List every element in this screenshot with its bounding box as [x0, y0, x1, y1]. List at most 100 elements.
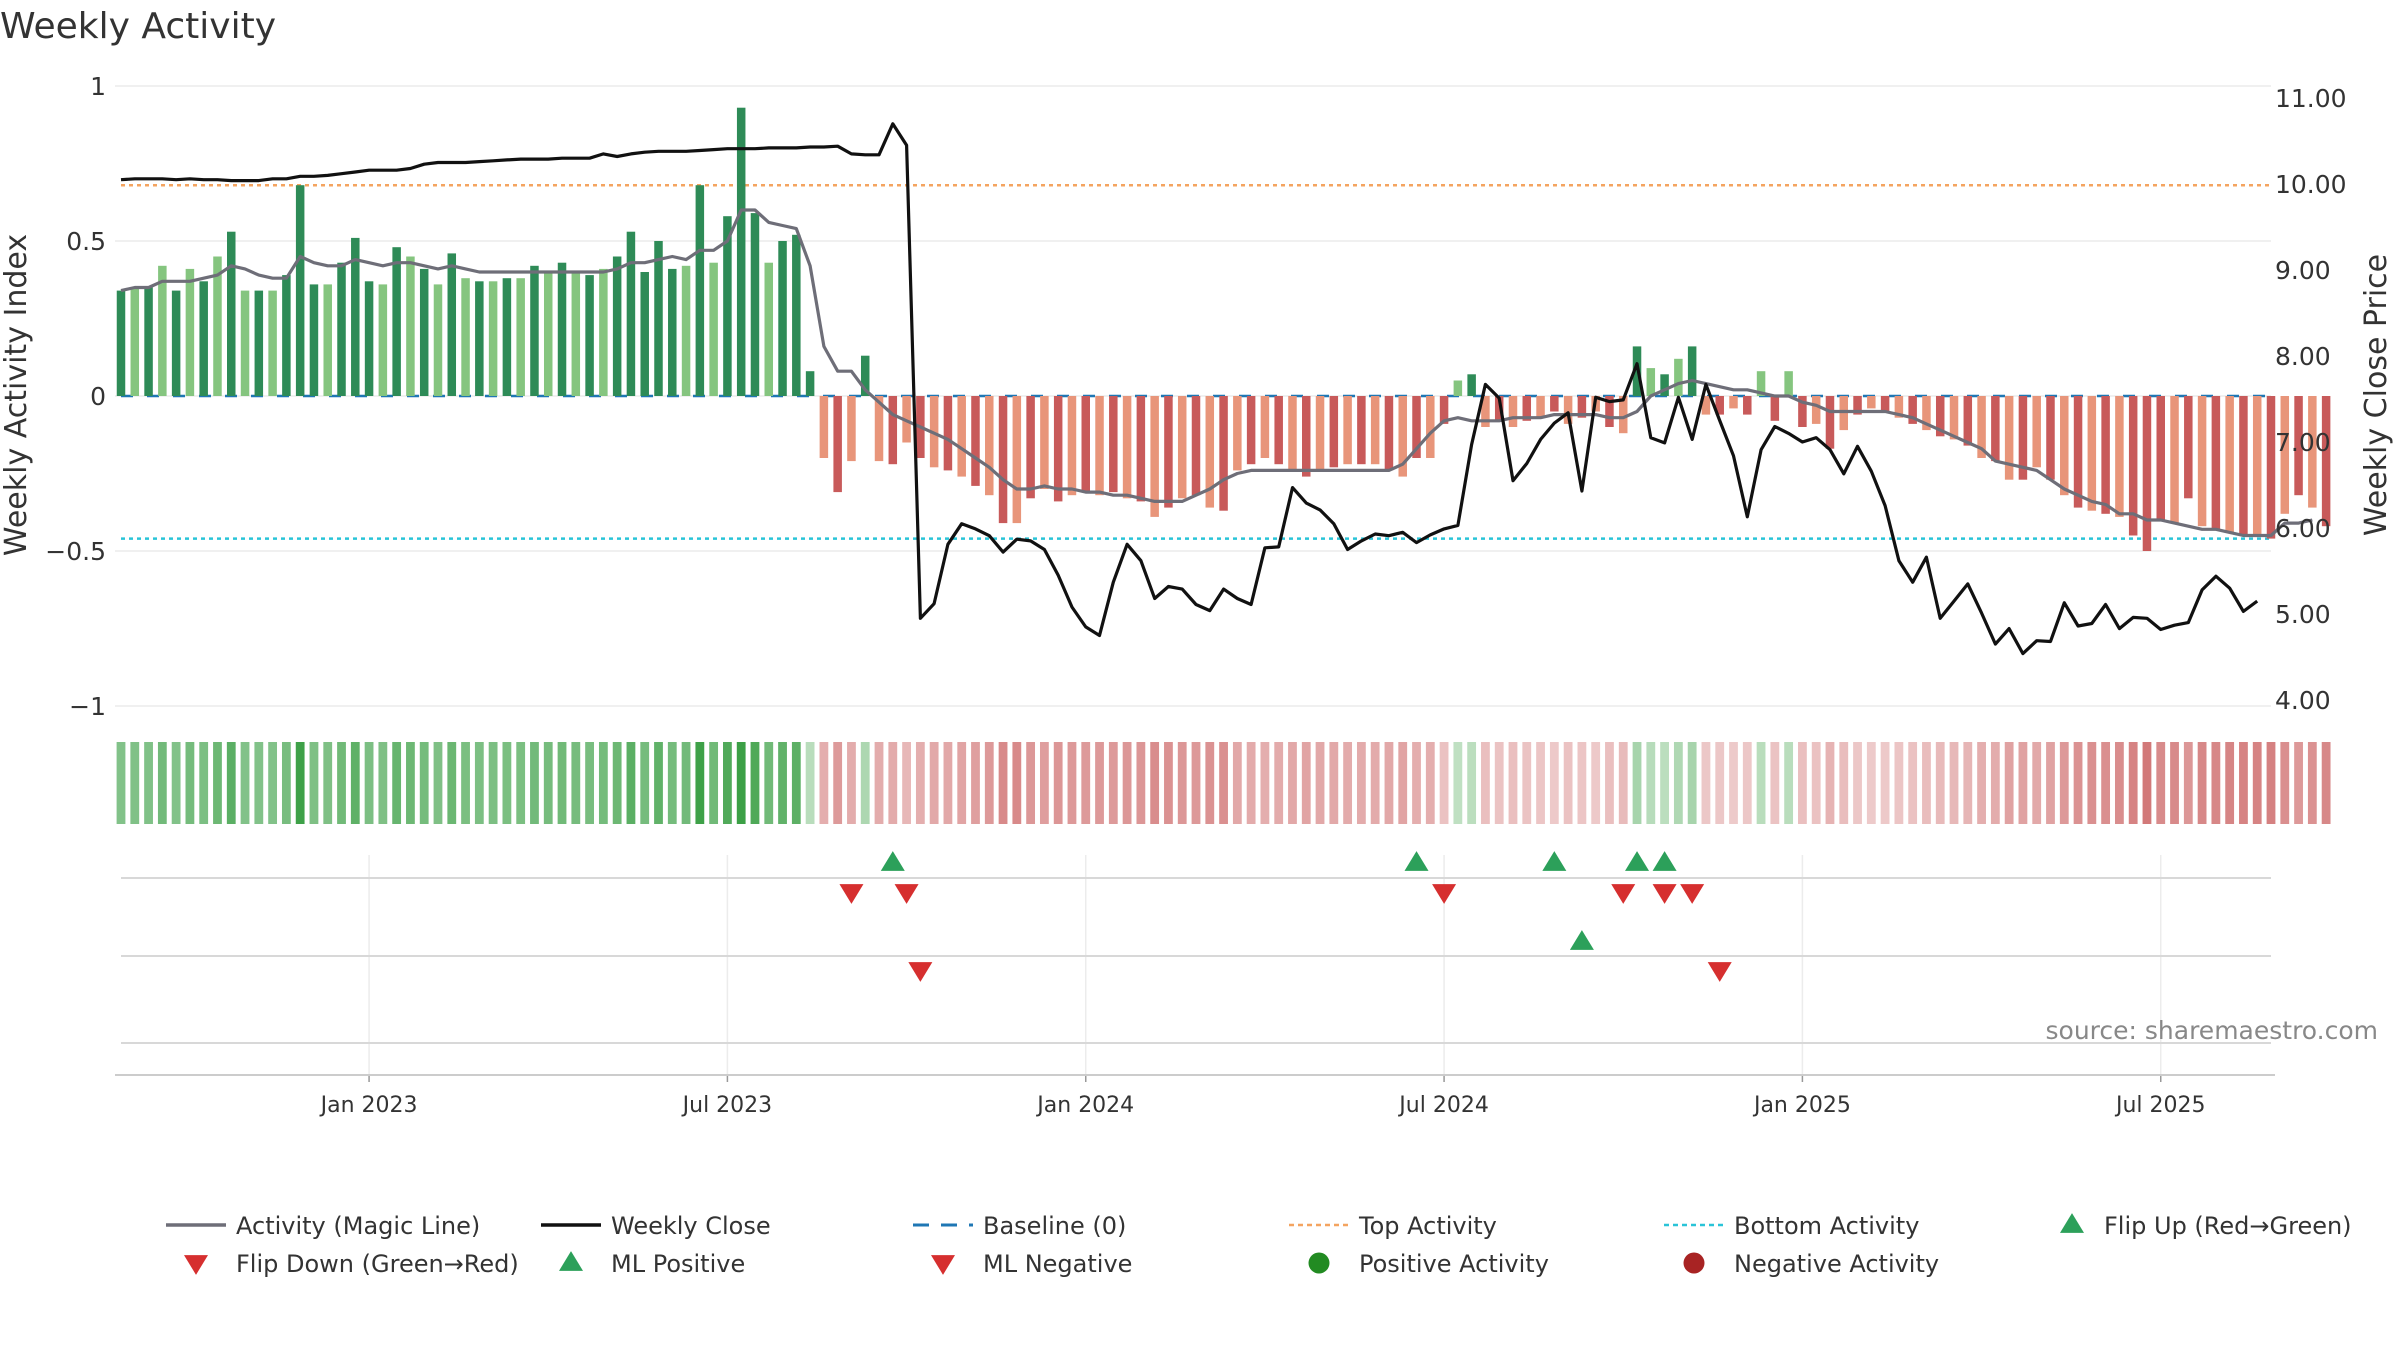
activity-bar: [185, 268, 195, 396]
heatstrip-cell: [1108, 742, 1118, 824]
activity-bar: [723, 216, 732, 396]
axes-layer: 1 0.5 0 −0.5 −1 11.00 10.00 9.00 8.00 7.00 6.00 5.0…: [45, 72, 2346, 1118]
flip-up-marker: [1652, 851, 1677, 871]
y2-tick-label: 5.00: [2275, 600, 2331, 629]
flip-up-marker: [1625, 851, 1650, 871]
activity-bar: [736, 107, 746, 396]
heatstrip-cell: [1136, 742, 1146, 824]
activity-bar: [461, 278, 470, 396]
activity-bar: [2115, 396, 2124, 517]
heatstrip-cell: [1191, 742, 1201, 824]
heatstrip-cell: [1798, 742, 1807, 824]
heatstrip-cell: [1012, 742, 1022, 824]
heatstrip-cell: [2087, 742, 2097, 824]
activity-bar: [2280, 396, 2290, 514]
heatstrip-cell: [2294, 742, 2303, 824]
y-tick-label: −0.5: [45, 537, 106, 566]
heatstrip-cell: [1549, 742, 1559, 824]
heatstrip-cell: [1508, 742, 1518, 824]
activity-bar: [1150, 396, 1159, 517]
heatstrip-cell: [1673, 742, 1683, 824]
heatstrip-cell: [2032, 742, 2042, 824]
heatstrip-cell: [502, 742, 512, 824]
heatstrip-cell: [543, 742, 553, 824]
activity-bar: [2128, 396, 2138, 536]
activity-bar: [2101, 396, 2110, 514]
activity-bar: [1674, 358, 1683, 396]
ml-negative-marker: [1707, 962, 1732, 982]
activity-bar: [213, 256, 222, 396]
activity-bar: [571, 272, 581, 396]
heatstrip-cell: [557, 742, 567, 824]
heatstrip-cell: [1453, 742, 1463, 824]
activity-bar: [985, 396, 994, 496]
activity-bar: [1012, 396, 1022, 524]
heatstrip-cell: [1701, 742, 1711, 824]
activity-bar: [240, 290, 250, 396]
heatstrip-cell: [2128, 742, 2138, 824]
activity-bar: [1246, 396, 1256, 465]
chart-title: Weekly Activity: [0, 6, 276, 47]
activity-bar: [1770, 396, 1780, 421]
activity-bar: [1426, 396, 1435, 458]
heatstrip-cell: [1742, 742, 1752, 824]
x-tick-label: Jan 2024: [1035, 1093, 1134, 1118]
activity-bar: [1481, 396, 1490, 427]
heatstrip-cell: [1370, 742, 1380, 824]
heatstrip-cell: [1343, 742, 1353, 824]
flip-down-marker: [1680, 884, 1705, 904]
legend-label: Top Activity: [1358, 1212, 1497, 1240]
heatstrip-cell: [2018, 742, 2028, 824]
activity-bar: [1784, 371, 1793, 396]
heatstrip-cell: [695, 742, 705, 824]
heatstrip-cell: [1811, 742, 1821, 824]
heatstrip-cell: [1522, 742, 1532, 824]
activity-bar: [2211, 396, 2221, 530]
activity-bar: [1811, 396, 1821, 424]
heatstrip-cell: [1839, 742, 1849, 824]
heatstrip-cell: [1591, 742, 1601, 824]
activity-bar: [337, 262, 346, 396]
heatstrip-cell: [1577, 742, 1587, 824]
heatstrip-cell: [1935, 742, 1945, 824]
heatstrip-cell: [915, 742, 925, 824]
heatstrip-cell: [1784, 742, 1794, 824]
activity-bar: [309, 284, 319, 396]
heatstrip-cell: [1646, 742, 1656, 824]
legend-item-mlneg: ML Negative: [983, 1250, 1132, 1278]
x-tick-label: Jul 2024: [1397, 1093, 1489, 1118]
heatstrip-cell: [1164, 742, 1173, 824]
heatstrip-cell: [598, 742, 608, 824]
heatstrip-cell: [116, 742, 126, 824]
heatstrip-cell: [350, 742, 360, 824]
heatstrip-cell: [1563, 742, 1573, 824]
legend: Activity (Magic Line) Weekly Close Baselin…: [166, 1212, 2352, 1278]
activity-bar: [957, 396, 966, 477]
activity-bar: [447, 253, 457, 396]
activity-bar: [1384, 396, 1394, 471]
activity-bar: [1122, 396, 1132, 499]
heatstrip-cell: [254, 742, 264, 824]
activity-bar: [1825, 396, 1835, 449]
activity-bar: [1853, 396, 1862, 415]
heatstrip-cell: [612, 742, 622, 824]
heatstrip-cell: [571, 742, 581, 824]
activity-bar: [1618, 396, 1628, 434]
heatstrip-cell: [1039, 742, 1049, 824]
legend-swatch-negative-activity: [1683, 1252, 1705, 1274]
heatstrip-cell: [2307, 742, 2317, 824]
legend-label: ML Negative: [983, 1250, 1132, 1278]
activity-bar: [805, 371, 815, 396]
flip-down-marker: [839, 884, 864, 904]
y2-tick-label: 11.00: [2275, 84, 2347, 113]
heatstrip-cell: [1908, 742, 1918, 824]
activity-bar: [295, 185, 305, 396]
activity-bar: [171, 290, 181, 396]
heatstrip-cell: [2211, 742, 2221, 824]
heatstrip-cell: [957, 742, 967, 824]
activity-bar: [1343, 396, 1352, 465]
activity-bar: [1164, 396, 1173, 508]
activity-bar: [1067, 396, 1077, 496]
